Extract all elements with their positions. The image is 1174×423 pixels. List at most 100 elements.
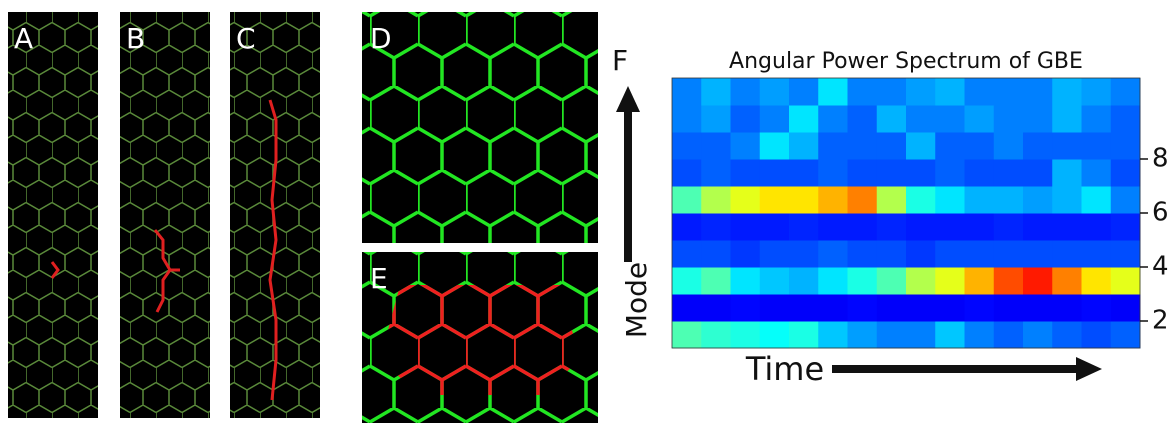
arrow-head (1076, 357, 1102, 381)
heatmap-cell (848, 105, 878, 133)
heatmap-cell (935, 186, 965, 214)
heatmap-cell (789, 78, 819, 106)
heatmap-cell (672, 213, 702, 241)
chart-title: Angular Power Spectrum of GBE (729, 49, 1083, 74)
heatmap-cell (877, 159, 907, 187)
arrow-head (616, 86, 640, 112)
heatmap-cell (848, 267, 878, 295)
heatmap-cell (731, 186, 761, 214)
heatmap-cell (818, 132, 848, 160)
heatmap-cell (789, 159, 819, 187)
heatmap-cell (789, 132, 819, 160)
heatmap-cell (906, 240, 936, 268)
heatmap-cell (877, 294, 907, 322)
heatmap-cell (789, 213, 819, 241)
heatmap-cell (1052, 132, 1082, 160)
heatmap-cell (1111, 105, 1141, 133)
heatmap-cell (965, 294, 995, 322)
heatmap-cell (1082, 240, 1112, 268)
heatmap-cell (935, 78, 965, 106)
heatmap-cell (818, 321, 848, 349)
heatmap-cell (877, 105, 907, 133)
panel-label: A (14, 22, 33, 55)
heatmap-cell (1082, 267, 1112, 295)
heatmap-cell (1023, 105, 1053, 133)
heatmap-cell (906, 186, 936, 214)
heatmap-cell (731, 132, 761, 160)
heatmap-cell (760, 267, 790, 295)
heatmap-cell (935, 294, 965, 322)
heatmap-cell (731, 294, 761, 322)
heatmap-cell (818, 78, 848, 106)
heatmap-cell (906, 267, 936, 295)
heatmap-cell (935, 105, 965, 133)
heatmap-cell (701, 105, 731, 133)
heatmap-cell (1023, 132, 1053, 160)
panel-label: B (126, 22, 145, 55)
heatmap-cell (877, 186, 907, 214)
heatmap-cell (1111, 240, 1141, 268)
heatmap-cell (994, 240, 1024, 268)
heatmap-cell (1023, 240, 1053, 268)
heatmap-cell (1023, 321, 1053, 349)
heatmap-cell (1111, 321, 1141, 349)
heatmap-cell (1111, 213, 1141, 241)
x-axis-label: Time (745, 350, 824, 388)
heatmap-cell (672, 186, 702, 214)
heatmap-cell (965, 321, 995, 349)
heatmap-cell (1082, 159, 1112, 187)
figure: A B C D E F Angular Power Spectrum of GB… (0, 0, 1174, 423)
heatmap-cell (701, 186, 731, 214)
heatmap-cell (760, 132, 790, 160)
heatmap-cell (789, 240, 819, 268)
heatmap-cell (877, 321, 907, 349)
heatmap-cell (701, 321, 731, 349)
heatmap-cell (818, 159, 848, 187)
heatmap-cell (672, 321, 702, 349)
heatmap-cell (1111, 267, 1141, 295)
heatmap-cell (672, 132, 702, 160)
heatmap-cell (935, 321, 965, 349)
heatmap-cell (906, 213, 936, 241)
heatmap-cell (789, 267, 819, 295)
heatmap-cell (760, 213, 790, 241)
panel-label: E (370, 262, 388, 295)
heatmap-cell (1052, 294, 1082, 322)
heatmap-cell (906, 321, 936, 349)
heatmap-cell (672, 159, 702, 187)
heatmap-cell (1082, 213, 1112, 241)
heatmap-cell (701, 294, 731, 322)
heatmap-cell (672, 294, 702, 322)
heatmap-cell (818, 186, 848, 214)
heatmap-cell (701, 240, 731, 268)
heatmap-cell (848, 186, 878, 214)
heatmap-cell (906, 105, 936, 133)
panel-label: D (370, 22, 392, 55)
heatmap-cell (906, 294, 936, 322)
heatmap-cell (994, 159, 1024, 187)
heatmap-cell (1111, 132, 1141, 160)
panel-d: D (362, 12, 598, 243)
heatmap-cell (994, 267, 1024, 295)
heatmap-cell (789, 186, 819, 214)
heatmap-cell (1052, 321, 1082, 349)
panel-e: E (362, 252, 598, 423)
heatmap-cell (789, 321, 819, 349)
heatmap-cell (701, 132, 731, 160)
panel-label: F (612, 44, 628, 77)
heatmap-cell (731, 213, 761, 241)
panel-b: B (120, 12, 210, 418)
heatmap-cell (1052, 267, 1082, 295)
heatmap-cell (935, 240, 965, 268)
heatmap-cell (1111, 78, 1141, 106)
heatmap-cell (965, 267, 995, 295)
heatmap-cell (672, 240, 702, 268)
heatmap-cell (877, 213, 907, 241)
heatmap-cell (848, 240, 878, 268)
heatmap-cell (701, 159, 731, 187)
heatmap-cell (760, 159, 790, 187)
heatmap-cell (672, 78, 702, 106)
heatmap-cell (731, 105, 761, 133)
y-tick-label: 4 (1152, 252, 1169, 282)
heatmap-cell (848, 213, 878, 241)
